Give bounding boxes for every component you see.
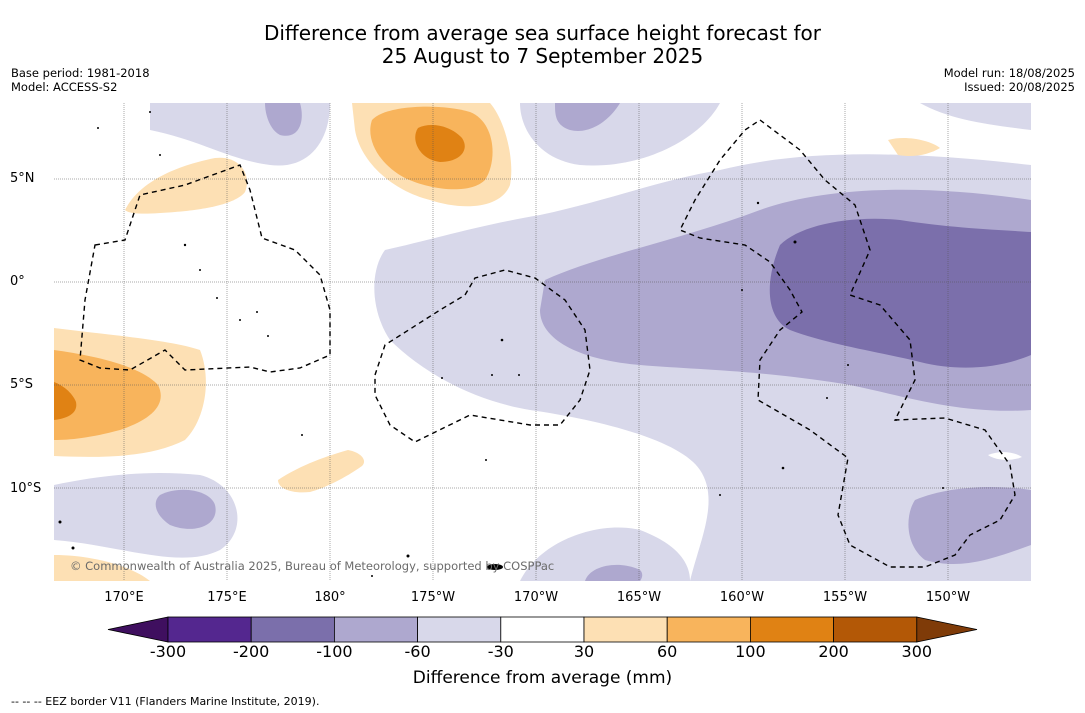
colorbar-segment [583, 616, 668, 643]
model-info: Base period: 1981-2018 Model: ACCESS-S2 [11, 66, 150, 94]
colorbar-segment [833, 616, 918, 643]
colorbar-tick-label: -100 [316, 642, 353, 661]
neutral-patch [988, 452, 1022, 460]
colorbar-tick-label: -200 [233, 642, 270, 661]
island [216, 297, 218, 299]
colorbar-tick-label: 60 [657, 642, 678, 661]
island [159, 154, 161, 156]
lon-label-155w: 155°W [822, 590, 868, 605]
colorbar-tick-label: 200 [818, 642, 849, 661]
positive-anomaly-strong-north [415, 125, 465, 162]
negative-anomaly-strong [769, 218, 1031, 368]
positive-anomaly-medium-west [54, 350, 161, 440]
island [256, 311, 258, 313]
issued-date: Issued: 20/08/2025 [964, 80, 1075, 94]
lon-label-175e: 175°E [207, 590, 247, 605]
island [942, 487, 944, 489]
positive-anomaly-light-central [278, 450, 365, 493]
lat-label-5s: 5°S [10, 377, 34, 392]
negative-anomaly-medium-north [265, 103, 302, 136]
map-field [54, 103, 1031, 581]
colorbar-tick-label: 100 [735, 642, 766, 661]
lon-label-165w: 165°W [616, 590, 662, 605]
eez-legend-note: -- -- -- EEZ border V11 (Flanders Marine… [11, 695, 320, 708]
island [491, 374, 493, 376]
island [781, 466, 785, 470]
lon-label-160w: 160°W [719, 590, 765, 605]
positive-anomaly-light-nw [125, 157, 247, 214]
colorbar-title: Difference from average (mm) [412, 668, 673, 688]
negative-anomaly-light-south [520, 527, 690, 581]
island [756, 201, 760, 205]
copyright-notice: © Commonwealth of Australia 2025, Bureau… [70, 559, 555, 573]
lat-label-0: 0° [10, 274, 25, 289]
island [518, 374, 520, 376]
lon-label-170e: 170°E [104, 590, 144, 605]
island [847, 364, 849, 366]
island [267, 335, 269, 337]
island [71, 546, 75, 550]
colorbar-segment [666, 616, 751, 643]
colorbar-segment [750, 616, 835, 643]
lon-label-180: 180° [314, 590, 346, 605]
colorbar-segment [417, 616, 502, 643]
model-name: Model: ACCESS-S2 [11, 80, 118, 94]
colorbar-tick-label: 30 [573, 642, 595, 661]
colorbar-tick-label: -300 [149, 642, 187, 661]
title-line-1: Difference from average sea surface heig… [263, 21, 822, 45]
lat-label-10s: 10°S [10, 481, 42, 496]
eez-border-line-islands [679, 119, 1016, 568]
colorbar-segment [167, 616, 252, 643]
island [97, 127, 99, 129]
island-samoa [487, 564, 503, 570]
island [895, 419, 897, 421]
negative-anomaly-medium-sw [155, 489, 216, 529]
island [826, 397, 828, 399]
island [301, 434, 303, 436]
colorbar-segment [500, 616, 585, 643]
graticule [54, 103, 1031, 581]
colorbar [107, 616, 978, 643]
negative-anomaly-medium-south [585, 564, 643, 581]
positive-anomaly-light-sw-corner [54, 555, 150, 581]
lon-label-150w: 150°W [925, 590, 971, 605]
colorbar-extend-high [916, 616, 978, 643]
lat-label-5n: 5°N [10, 171, 35, 186]
negative-anomaly-medium-se [908, 487, 1031, 565]
eez-border-phoenix [374, 269, 591, 443]
island [199, 269, 201, 271]
map-title: Difference from average sea surface heig… [0, 22, 1085, 68]
island [239, 319, 241, 321]
colorbar-tick-label: -30 [487, 642, 514, 661]
eez-borders [79, 119, 1016, 568]
colorbar-tick-label: 300 [901, 642, 933, 661]
island [485, 459, 487, 461]
negative-anomaly-medium-ne [555, 103, 620, 131]
island [741, 289, 743, 291]
model-run: Model run: 18/08/2025 [943, 66, 1075, 80]
colorbar-segment [250, 616, 335, 643]
island [441, 377, 443, 379]
island [149, 111, 151, 113]
islands [58, 111, 944, 577]
colorbar-segment [333, 616, 418, 643]
title-line-2: 25 August to 7 September 2025 [381, 44, 704, 68]
positive-anomaly-light-east [888, 137, 940, 157]
base-period: Base period: 1981-2018 [11, 66, 150, 80]
island [406, 554, 410, 558]
island [58, 520, 62, 524]
positive-anomaly-strong-west [54, 382, 77, 420]
lon-label-175w: 175°W [410, 590, 456, 605]
island [183, 243, 187, 247]
island [371, 575, 373, 577]
island [793, 240, 797, 244]
colorbar-tick-label: -60 [404, 642, 431, 661]
colorbar-extend-low [107, 616, 169, 643]
island [719, 494, 721, 496]
island [500, 338, 504, 342]
lon-label-170w: 170°W [513, 590, 559, 605]
run-info: Model run: 18/08/2025 Issued: 20/08/2025 [944, 66, 1075, 94]
eez-border-kiribati-gilbert [79, 164, 331, 373]
